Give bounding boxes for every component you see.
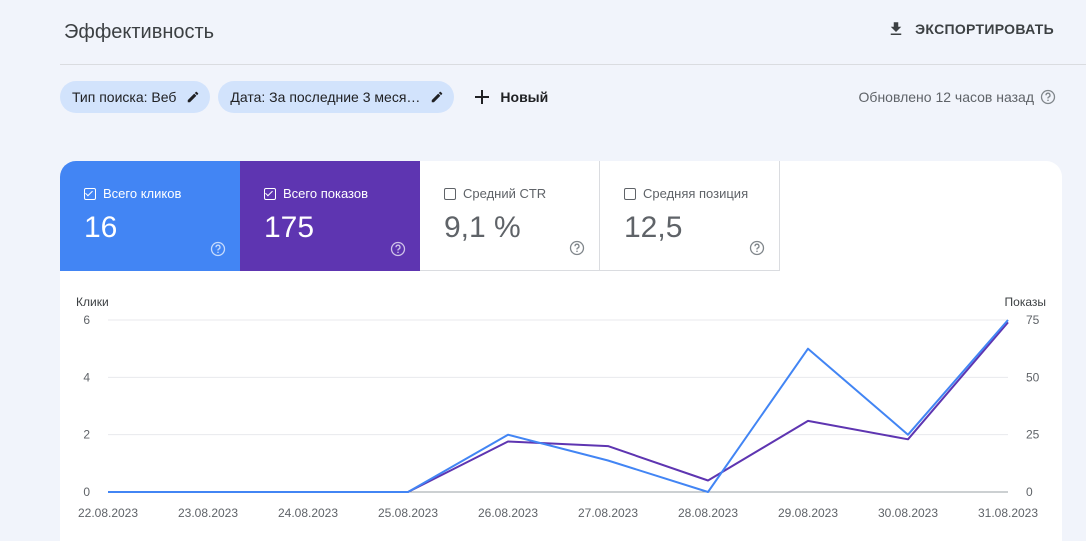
- x-tick-label: 23.08.2023: [178, 506, 238, 520]
- x-tick-label: 30.08.2023: [878, 506, 938, 520]
- x-tick-label: 22.08.2023: [78, 506, 138, 520]
- y-right-tick-label: 25: [1026, 428, 1040, 442]
- x-tick-label: 31.08.2023: [978, 506, 1038, 520]
- metric-value: 12,5: [624, 211, 683, 244]
- x-tick-label: 25.08.2023: [378, 506, 438, 520]
- x-tick-label: 27.08.2023: [578, 506, 638, 520]
- x-tick-label: 29.08.2023: [778, 506, 838, 520]
- metric-average-ctr[interactable]: Средний CTR 9,1 %: [420, 161, 600, 271]
- metric-value: 9,1 %: [444, 211, 521, 244]
- help-icon[interactable]: [1040, 89, 1056, 105]
- metric-value: 16: [84, 211, 118, 244]
- filter-chip-search-type[interactable]: Тип поиска: Веб: [60, 81, 211, 113]
- x-tick-label: 26.08.2023: [478, 506, 538, 520]
- y-left-tick-label: 6: [83, 313, 90, 327]
- new-filter-label: Новый: [500, 89, 549, 105]
- metric-label: Всего показов: [283, 186, 368, 201]
- plus-icon: [475, 90, 490, 104]
- performance-card: Всего кликов 16 Всего показов 175 Средни…: [60, 161, 1062, 541]
- help-icon[interactable]: [569, 240, 585, 256]
- filter-chip-label: Дата: За последние 3 меся…: [230, 89, 421, 105]
- download-icon: [890, 22, 902, 35]
- metric-tiles: Всего кликов 16 Всего показов 175 Средни…: [60, 161, 780, 271]
- y-left-tick-label: 4: [83, 370, 90, 384]
- metric-label: Средний CTR: [463, 186, 547, 201]
- edit-icon[interactable]: [430, 90, 444, 104]
- checkbox-icon[interactable]: [444, 187, 456, 200]
- checkbox-icon[interactable]: [264, 187, 276, 200]
- metric-label: Средняя позиция: [643, 186, 749, 201]
- performance-chart: Клики Показы 0 2 4 6 0 25 50 75 22.08.2023 23.0…: [76, 295, 1046, 520]
- left-axis-title: Клики: [76, 295, 109, 309]
- export-label: ЭКСПОРТИРОВАТЬ: [915, 21, 1054, 37]
- edit-icon[interactable]: [186, 90, 200, 104]
- x-tick-label: 28.08.2023: [678, 506, 738, 520]
- export-button[interactable]: ЭКСПОРТИРОВАТЬ: [887, 20, 1054, 38]
- help-icon[interactable]: [749, 240, 765, 256]
- metric-total-clicks[interactable]: Всего кликов 16: [60, 161, 240, 271]
- series-line-clicks: [108, 319, 1009, 493]
- filter-chip-date[interactable]: Дата: За последние 3 меся…: [218, 81, 455, 113]
- x-tick-label: 24.08.2023: [278, 506, 338, 520]
- help-icon[interactable]: [390, 241, 406, 257]
- help-icon[interactable]: [210, 241, 226, 257]
- checkbox-icon[interactable]: [624, 187, 636, 200]
- metric-total-impressions[interactable]: Всего показов 175: [240, 161, 420, 271]
- last-updated-text: Обновлено 12 часов назад: [858, 89, 1034, 105]
- metric-value: 175: [264, 211, 315, 244]
- y-right-tick-label: 0: [1026, 485, 1033, 499]
- filter-chip-label: Тип поиска: Веб: [72, 89, 177, 105]
- checkbox-icon[interactable]: [84, 187, 96, 200]
- y-right-tick-label: 75: [1026, 313, 1040, 327]
- new-filter-button[interactable]: Новый: [474, 89, 548, 105]
- right-axis-title: Показы: [1005, 295, 1046, 309]
- y-right-tick-label: 50: [1026, 370, 1040, 384]
- metric-average-position[interactable]: Средняя позиция 12,5: [600, 161, 780, 271]
- metric-label: Всего кликов: [103, 186, 182, 201]
- series-line-impressions: [108, 321, 1009, 493]
- page-title: Эффективность: [64, 21, 215, 43]
- header: Эффективность ЭКСПОРТИРОВАТЬ: [60, 0, 1086, 65]
- filter-bar: Тип поиска: Веб Дата: За последние 3 мес…: [60, 81, 548, 113]
- last-updated: Обновлено 12 часов назад: [859, 89, 1056, 105]
- y-left-tick-label: 0: [83, 485, 90, 499]
- y-left-tick-label: 2: [83, 428, 90, 442]
